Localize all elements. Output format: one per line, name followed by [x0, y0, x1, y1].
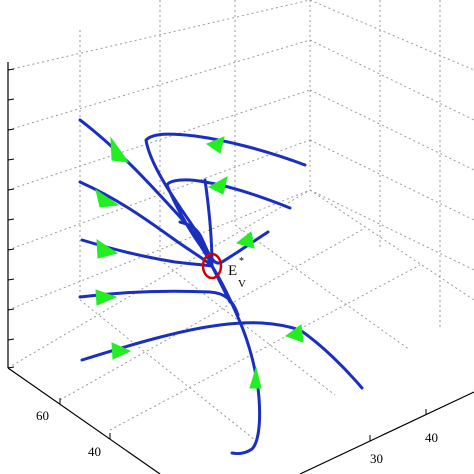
grid-line: [309, 89, 474, 171]
trajectory-t2: [144, 132, 307, 268]
trajectory-t6: [178, 220, 270, 265]
arrow-t5: [96, 239, 119, 259]
z-tick: [7, 158, 15, 161]
equilibrium-superscript: *: [239, 256, 244, 267]
grid-line: [109, 264, 421, 431]
z-tick: [7, 218, 15, 221]
arrow-t1: [110, 136, 130, 163]
arrow-t9: [249, 366, 262, 389]
grid-line: [7, 89, 311, 191]
x-tick-label: 40: [425, 430, 438, 445]
trajectory-t4: [165, 178, 292, 268]
z-tick: [7, 98, 15, 101]
grid-line: [7, 39, 311, 131]
arrow-t6: [235, 231, 255, 249]
grid-line: [309, 0, 474, 71]
z-tick: [7, 248, 15, 251]
grid-line: [7, 189, 311, 311]
arrow-t4: [207, 176, 228, 195]
direction-arrows: [95, 136, 304, 389]
grid-line: [234, 224, 411, 351]
z-tick: [7, 128, 15, 131]
grid-line: [309, 39, 474, 121]
trajectory-t9: [210, 264, 262, 455]
grid-line: [309, 139, 474, 221]
z-tick: [7, 68, 15, 71]
arrow-t8b: [284, 324, 304, 343]
y-axis-ticks: [59, 398, 111, 439]
z-tick: [7, 366, 15, 369]
arrow-t2: [205, 136, 225, 154]
z-tick: [7, 308, 15, 311]
trajectory-t8: [80, 321, 364, 390]
trajectory-t10: [210, 264, 232, 304]
equilibrium-subscript: V: [238, 278, 246, 290]
x-tick-label: 30: [370, 451, 383, 466]
equilibrium-point: E V *: [201, 252, 246, 290]
trajectories: [78, 118, 364, 455]
x-axis-line: [299, 391, 474, 474]
x-axis-ticks: [369, 409, 427, 441]
y-tick-label: 40: [88, 444, 101, 459]
grid-line: [7, 189, 311, 369]
y-tick-label: 60: [36, 408, 49, 423]
grid-line: [309, 189, 474, 271]
tick-labels: 60 40 30 40: [36, 408, 438, 466]
arrow-t8a: [111, 342, 132, 360]
equilibrium-label: E: [228, 263, 237, 279]
grid-line: [79, 299, 256, 441]
arrow-t3: [95, 188, 120, 208]
grid-line: [59, 227, 366, 401]
equilibrium-marker: [201, 252, 223, 280]
grid-line: [159, 259, 336, 396]
axes: [7, 62, 474, 474]
trajectory-t3: [78, 180, 214, 268]
trajectory-t11: [203, 178, 214, 268]
z-axis-ticks: [7, 68, 15, 369]
grid-line: [7, 0, 311, 71]
z-tick: [7, 188, 15, 191]
grid-lines: [7, 0, 474, 441]
z-tick: [7, 338, 15, 341]
y-axis-line: [7, 367, 161, 474]
z-tick: [7, 278, 15, 281]
arrow-t7: [95, 289, 118, 306]
